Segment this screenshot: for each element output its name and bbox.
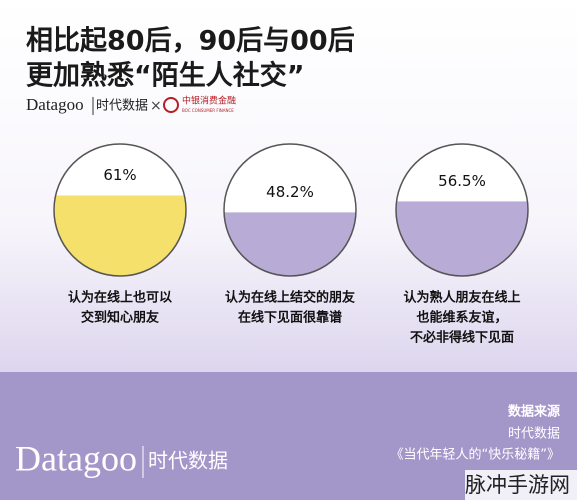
partner-logo <box>163 97 179 113</box>
brand-cn: 时代数据 <box>96 99 148 114</box>
circle-outline <box>53 143 187 277</box>
circle-outline <box>223 143 357 277</box>
category-label: 认为熟人朋友在线上 <box>403 290 520 306</box>
separator: × <box>150 98 162 114</box>
footer-brand-cn: 时代数据 <box>148 449 228 473</box>
value-label: 61% <box>103 166 136 184</box>
value-label: 56.5% <box>438 172 486 190</box>
partner: 中银消费金融 <box>182 95 236 107</box>
category-label: 交到知心朋友 <box>81 310 159 326</box>
brand: Datagoo <box>26 95 84 114</box>
footer-brand: Datagoo <box>15 438 137 478</box>
category-label: 不必非得线下见面 <box>410 330 514 346</box>
watermark: 脉冲手游网 <box>465 473 570 497</box>
category-label: 在线下见面很靠谱 <box>238 310 342 326</box>
report: 《当代年轻人的“快乐秘籍”》 <box>391 447 560 463</box>
category-label: 认为在线上结交的朋友 <box>225 290 355 306</box>
title-line: 相比起80后，90后与00后 <box>26 26 355 57</box>
source: 时代数据 <box>508 427 560 442</box>
circle-outline <box>395 143 529 277</box>
source-title: 数据来源 <box>508 404 560 420</box>
category-label: 也能维系友谊， <box>416 310 507 326</box>
watermark-box <box>465 470 577 500</box>
partner-en: BOC CONSUMER FINANCE <box>182 108 234 113</box>
value-label: 48.2% <box>266 183 314 201</box>
category-label: 认为在线上也可以 <box>68 290 172 306</box>
title-line: 更加熟悉“陌生人社交” <box>26 60 305 92</box>
